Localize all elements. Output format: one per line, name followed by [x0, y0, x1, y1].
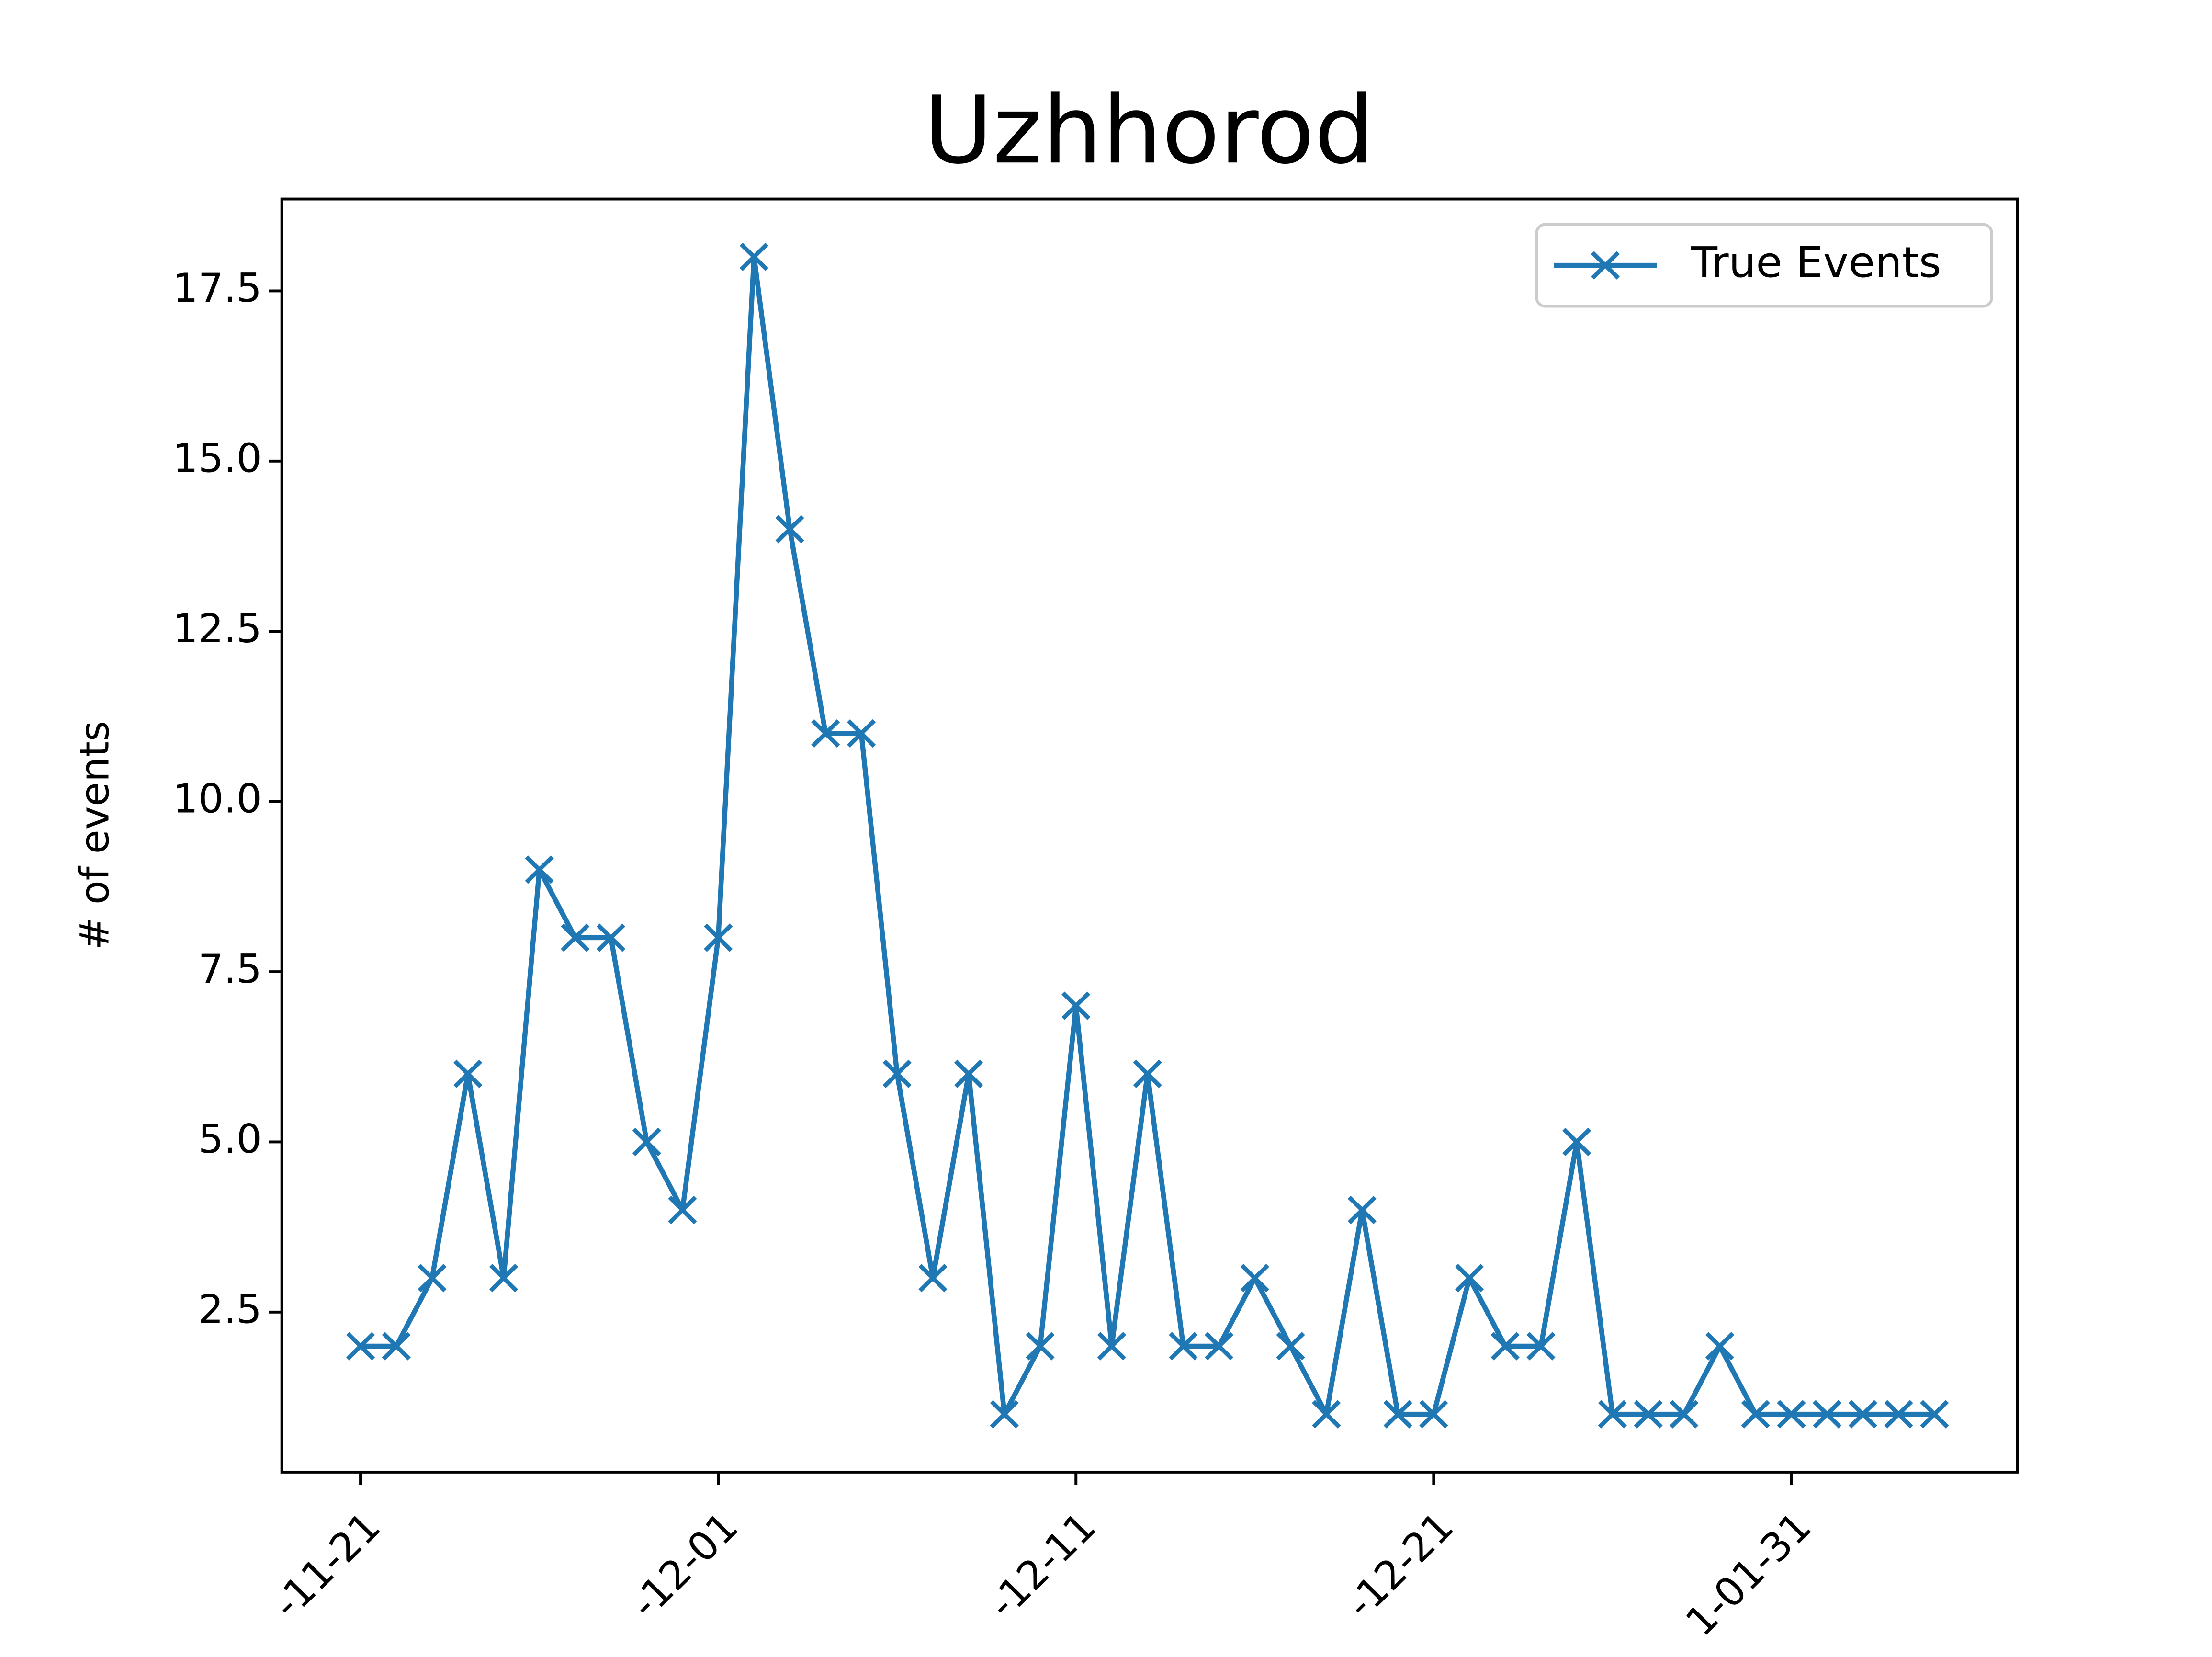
legend-label: True Events [1691, 238, 1941, 287]
point-marker [346, 1332, 375, 1361]
point-marker [882, 1059, 912, 1088]
point-marker [1276, 1332, 1305, 1361]
y-axis-label: # of events [71, 721, 118, 950]
point-marker [1598, 1400, 1627, 1429]
y-tick-label: 15.0 [173, 435, 262, 481]
point-marker [739, 242, 768, 272]
point-marker [1670, 1400, 1699, 1429]
y-tick-label: 7.5 [198, 946, 262, 992]
point-marker [596, 923, 626, 952]
point-marker [1813, 1400, 1842, 1429]
x-tick-label: -12-01 [621, 1503, 747, 1627]
point-marker [846, 719, 876, 748]
plot-frame [280, 197, 2019, 1474]
point-marker [1741, 1400, 1770, 1429]
point-marker [954, 1059, 983, 1088]
y-tick-label: 12.5 [173, 606, 262, 652]
point-marker [918, 1264, 948, 1293]
point-marker [1097, 1332, 1127, 1361]
point-marker [1777, 1400, 1806, 1429]
point-marker [1061, 991, 1091, 1020]
y-tick-label: 2.5 [198, 1286, 262, 1332]
point-marker [1240, 1264, 1269, 1293]
y-tick-label: 10.0 [173, 776, 262, 822]
point-marker [1347, 1195, 1377, 1225]
y-tick-label: 5.0 [198, 1116, 262, 1162]
point-marker [1490, 1332, 1520, 1361]
point-marker [1455, 1264, 1484, 1293]
point-marker [1026, 1332, 1055, 1361]
point-marker [1526, 1332, 1556, 1361]
legend-box [1535, 223, 1993, 308]
y-tick-label: 17.5 [173, 265, 262, 311]
point-marker [775, 515, 804, 544]
point-marker [1920, 1400, 1949, 1429]
series-line [361, 254, 1935, 1417]
point-marker [1419, 1400, 1448, 1429]
point-marker [453, 1059, 483, 1088]
point-marker [1312, 1400, 1341, 1429]
point-marker [525, 855, 554, 884]
point-marker [1133, 1059, 1162, 1088]
point-marker [990, 1400, 1019, 1429]
point-marker [1562, 1127, 1591, 1157]
x-tick-label: 1-01-31 [1677, 1503, 1820, 1645]
point-marker [418, 1264, 447, 1293]
point-marker [1848, 1400, 1877, 1429]
point-marker [1205, 1332, 1234, 1361]
point-marker [1705, 1332, 1735, 1361]
x-tick-label: -12-21 [1337, 1503, 1462, 1627]
point-marker [1169, 1332, 1198, 1361]
legend-marker [1591, 251, 1620, 280]
point-marker [704, 923, 733, 952]
point-marker [668, 1195, 697, 1225]
x-tick-label: -11-21 [264, 1503, 389, 1627]
point-marker [561, 923, 590, 952]
point-marker [1634, 1400, 1663, 1429]
x-tick-label: -12-11 [979, 1503, 1105, 1627]
point-marker [1383, 1400, 1412, 1429]
point-marker [382, 1332, 411, 1361]
point-marker [489, 1264, 518, 1293]
point-marker [632, 1127, 661, 1157]
chart-title: Uzhhorod [924, 76, 1374, 184]
point-marker [1884, 1400, 1913, 1429]
point-marker [811, 719, 840, 748]
